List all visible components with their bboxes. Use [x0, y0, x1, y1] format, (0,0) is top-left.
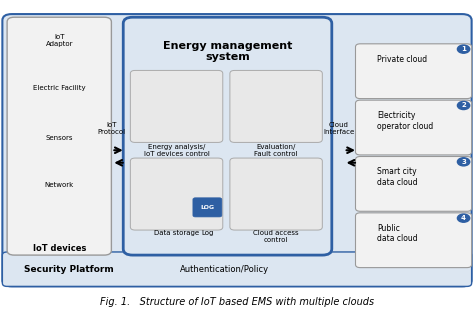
- Text: 4: 4: [461, 215, 466, 221]
- Text: IoT
Protocol: IoT Protocol: [97, 122, 126, 135]
- Text: IoT devices: IoT devices: [33, 244, 86, 253]
- Text: Log: Log: [201, 230, 214, 236]
- FancyBboxPatch shape: [356, 100, 472, 155]
- Text: Evaluation/
Fault control: Evaluation/ Fault control: [255, 144, 298, 157]
- FancyBboxPatch shape: [230, 70, 322, 142]
- Text: 2: 2: [461, 102, 466, 109]
- Text: Public
data cloud: Public data cloud: [377, 224, 418, 243]
- FancyBboxPatch shape: [2, 252, 472, 286]
- FancyBboxPatch shape: [123, 17, 332, 255]
- Text: Security Platform: Security Platform: [24, 265, 113, 274]
- Circle shape: [457, 45, 470, 53]
- FancyBboxPatch shape: [356, 44, 472, 99]
- Text: 3: 3: [461, 159, 466, 165]
- Text: Fig. 1.   Structure of IoT based EMS with multiple clouds: Fig. 1. Structure of IoT based EMS with …: [100, 297, 374, 307]
- Text: Cloud access
control: Cloud access control: [253, 230, 299, 243]
- Circle shape: [457, 214, 470, 222]
- FancyBboxPatch shape: [2, 14, 472, 286]
- Text: Electric Facility: Electric Facility: [33, 85, 86, 90]
- Text: IoT
Adaptor: IoT Adaptor: [46, 34, 73, 48]
- Text: Cloud
Interface: Cloud Interface: [323, 122, 355, 135]
- FancyBboxPatch shape: [356, 213, 472, 268]
- Text: Energy management
system: Energy management system: [163, 41, 292, 62]
- Text: Data storage: Data storage: [154, 230, 199, 236]
- Text: Private cloud: Private cloud: [377, 55, 427, 64]
- Text: Smart city
data cloud: Smart city data cloud: [377, 167, 418, 187]
- Text: Authentication/Policy: Authentication/Policy: [180, 265, 269, 274]
- Text: 1: 1: [461, 46, 466, 52]
- FancyBboxPatch shape: [193, 198, 222, 217]
- FancyBboxPatch shape: [7, 17, 111, 255]
- FancyBboxPatch shape: [130, 158, 223, 230]
- FancyBboxPatch shape: [130, 70, 223, 142]
- FancyBboxPatch shape: [356, 156, 472, 211]
- FancyBboxPatch shape: [230, 158, 322, 230]
- Text: Electricity
operator cloud: Electricity operator cloud: [377, 111, 433, 131]
- Text: Energy analysis/
IoT devices control: Energy analysis/ IoT devices control: [144, 144, 210, 157]
- Circle shape: [457, 101, 470, 110]
- Circle shape: [457, 158, 470, 166]
- Text: Network: Network: [45, 182, 74, 187]
- Text: Sensors: Sensors: [46, 135, 73, 141]
- Text: LOG: LOG: [201, 205, 214, 210]
